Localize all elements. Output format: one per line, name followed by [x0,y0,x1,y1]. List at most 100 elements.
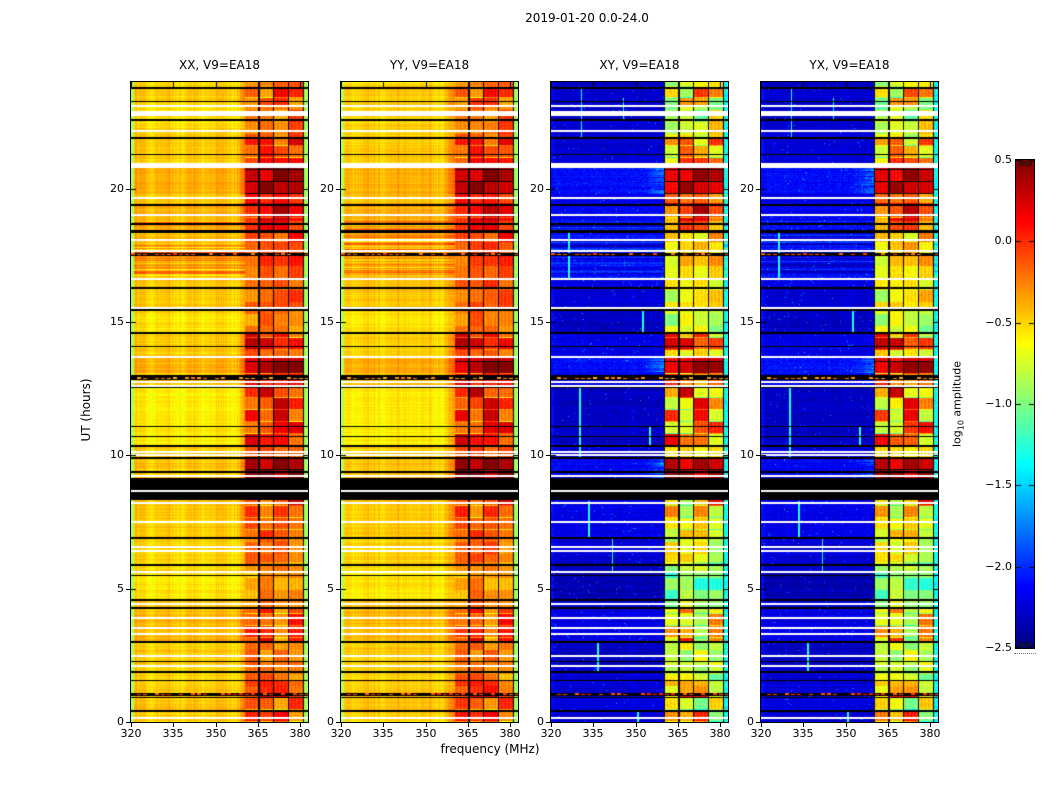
colorbar-underline-dots [1014,653,1036,654]
y-tick [336,322,340,323]
y-tick [756,722,760,723]
y-tick [546,322,550,323]
x-tick [593,723,594,727]
colorbar-tick-label: 0.0 [994,234,1013,247]
y-tick-label: 10 [740,448,754,461]
y-tick-label: 5 [537,582,544,595]
x-tick-label: 350 [415,727,437,740]
x-tick-label: 380 [709,727,731,740]
y-tick-label: 0 [537,715,544,728]
x-tick-label: 320 [540,727,562,740]
y-tick [126,455,130,456]
colorbar-label-prefix: log [950,430,964,448]
y-tick-label: 0 [327,715,334,728]
y-tick-label: 10 [530,448,544,461]
x-tick [383,723,384,727]
panel-title-xy: XY, V9=EA18 [599,58,680,72]
colorbar-tick-label: −1.0 [985,397,1012,410]
y-tick [756,189,760,190]
colorbar-label-subscript: 10 [956,420,966,431]
colorbar-canvas [1016,160,1034,648]
x-tick-label: 320 [330,727,352,740]
x-tick-label: 335 [792,727,814,740]
x-tick-label: 350 [835,727,857,740]
y-tick [126,322,130,323]
x-tick [678,723,679,727]
figure-title: 2019-01-20 0.0-24.0 [525,11,649,25]
y-tick-label: 15 [530,315,544,328]
x-tick [426,723,427,727]
spectrogram-canvas-xx [131,82,308,722]
panel-yx [760,81,939,723]
y-tick [546,589,550,590]
x-tick-label: 380 [289,727,311,740]
x-tick-label: 335 [582,727,604,740]
panel-yy [340,81,519,723]
y-tick [756,589,760,590]
y-tick-label: 15 [110,315,124,328]
y-axis-label: UT (hours) [79,378,93,442]
y-tick [756,322,760,323]
x-tick-label: 365 [247,727,269,740]
y-tick-label: 20 [320,182,334,195]
x-tick-label: 380 [919,727,941,740]
x-tick [300,723,301,727]
y-tick-label: 0 [117,715,124,728]
x-tick-label: 320 [750,727,772,740]
y-tick [126,722,130,723]
colorbar-tick-label: −2.5 [985,641,1012,654]
y-tick [546,455,550,456]
colorbar [1015,159,1035,649]
spectrogram-canvas-xy [551,82,728,722]
x-tick [803,723,804,727]
x-tick-label: 335 [162,727,184,740]
x-tick [258,723,259,727]
y-tick-label: 5 [117,582,124,595]
colorbar-label-suffix: amplitude [950,360,964,421]
y-tick [336,722,340,723]
y-tick-label: 15 [320,315,334,328]
y-tick-label: 10 [320,448,334,461]
x-tick [761,723,762,727]
x-tick [341,723,342,727]
x-tick [216,723,217,727]
x-tick-label: 365 [457,727,479,740]
x-tick-label: 365 [877,727,899,740]
x-tick [510,723,511,727]
colorbar-tick-label: −2.0 [985,560,1012,573]
colorbar-tick-label: −1.5 [985,478,1012,491]
y-tick [336,189,340,190]
x-tick-label: 365 [667,727,689,740]
y-tick-label: 5 [327,582,334,595]
x-tick [930,723,931,727]
y-tick [336,455,340,456]
x-tick-label: 380 [499,727,521,740]
spectrogram-canvas-yy [341,82,518,722]
y-tick [546,189,550,190]
y-tick-label: 0 [747,715,754,728]
y-tick [126,189,130,190]
y-tick [126,589,130,590]
x-tick [636,723,637,727]
x-tick [468,723,469,727]
panel-xx [130,81,309,723]
colorbar-tick-label: 0.5 [994,153,1013,166]
x-axis-label: frequency (MHz) [440,742,540,756]
x-tick [551,723,552,727]
y-tick-label: 15 [740,315,754,328]
y-tick-label: 20 [740,182,754,195]
x-tick-label: 350 [625,727,647,740]
y-tick-label: 20 [530,182,544,195]
y-tick [336,589,340,590]
y-tick-label: 5 [747,582,754,595]
y-tick [756,455,760,456]
colorbar-axis-label: log10 amplitude [950,361,965,447]
panel-title-yy: YY, V9=EA18 [389,58,470,72]
x-tick [846,723,847,727]
x-tick-label: 335 [372,727,394,740]
x-tick [131,723,132,727]
panel-xy [550,81,729,723]
colorbar-tick-label: −0.5 [985,316,1012,329]
x-tick [720,723,721,727]
